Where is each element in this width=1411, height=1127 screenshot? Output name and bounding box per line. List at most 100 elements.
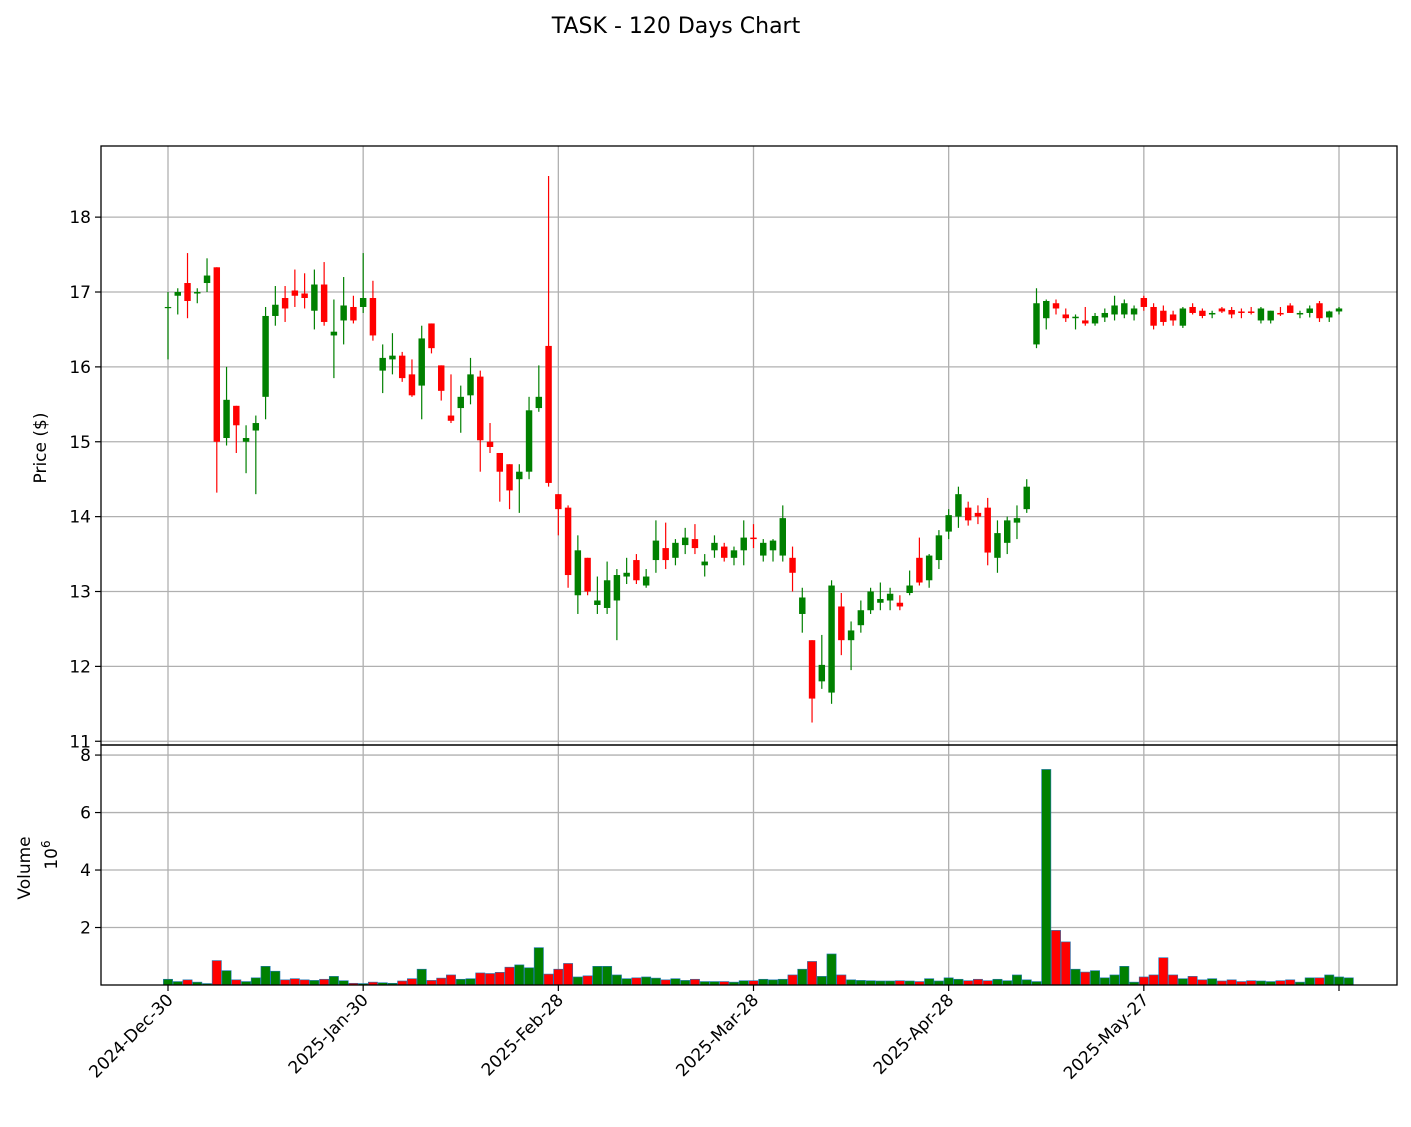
price-ytick-label: 15 [69, 433, 91, 453]
xtick-label: 2025-Jan-30 [285, 990, 373, 1078]
candle-body [896, 602, 904, 607]
volume-bar [1343, 977, 1354, 986]
xtick-label: 2025-Apr-28 [870, 990, 958, 1078]
volume-bar [602, 966, 613, 986]
volume-bar [797, 968, 808, 986]
volume-ytick-label: 2 [80, 919, 91, 939]
volume-bar [563, 963, 574, 986]
candle-body [223, 399, 230, 439]
volume-bar [1334, 976, 1344, 986]
candle-body [1286, 305, 1294, 313]
candle-body [311, 284, 318, 311]
volume-bar [407, 978, 417, 986]
candle-body [867, 591, 874, 611]
volume-bar [631, 977, 642, 986]
volume-bar [621, 978, 632, 986]
volume-bar [660, 979, 671, 986]
candle-body [1003, 520, 1011, 543]
candle-body [594, 600, 601, 605]
candle-body [545, 345, 552, 483]
candle-body [1316, 303, 1323, 319]
candle-body [681, 537, 689, 546]
volume-bar [289, 978, 300, 986]
candle-body [1130, 308, 1138, 315]
candle-body [369, 297, 377, 336]
candle-body [174, 292, 181, 296]
volume-bar [485, 973, 495, 986]
candle-body [262, 315, 269, 397]
candle-body [340, 305, 347, 321]
volume-bar [553, 968, 564, 986]
volume-bar [163, 978, 173, 986]
volume-bars [163, 769, 1354, 986]
candle-body [457, 396, 464, 409]
volume-bar [680, 980, 691, 986]
volume-bar [1314, 977, 1325, 986]
candle-body [711, 542, 718, 551]
candle-body [1208, 312, 1216, 315]
volume-bar [514, 964, 525, 986]
volume-bar [1119, 966, 1130, 986]
candle-body [740, 537, 747, 551]
price-axis-label: Price ($) [31, 413, 51, 484]
volume-bar [1324, 974, 1335, 986]
volume-bar [231, 979, 242, 986]
candle-body [1228, 309, 1235, 315]
candle-body [184, 283, 191, 301]
volume-bar [270, 970, 281, 986]
candle-body [272, 304, 279, 316]
candle-body [203, 275, 211, 284]
volume-bar [787, 974, 798, 986]
candle-body [1179, 308, 1187, 326]
volume-bar [924, 978, 935, 986]
price-panel-frame [100, 145, 1398, 746]
candle-body [350, 306, 357, 321]
candle-body [838, 606, 845, 641]
price-ytick-label: 18 [69, 208, 91, 228]
candle-body [945, 515, 952, 532]
candle-body [662, 548, 669, 561]
candle-body [447, 415, 455, 421]
candle-body [1043, 300, 1050, 319]
volume-bar [690, 978, 700, 986]
candle-body [955, 494, 962, 517]
candle-body [1150, 306, 1157, 326]
volume-bar [1304, 977, 1315, 986]
volume-bar [758, 978, 769, 986]
volume-bar [992, 978, 1003, 986]
candle-body [467, 374, 474, 396]
volume-bar [446, 974, 456, 986]
volume-bar [182, 979, 193, 986]
candle-body [1169, 314, 1177, 321]
candle-body [418, 338, 425, 386]
price-candles [164, 175, 1343, 723]
candle-body [1247, 311, 1255, 313]
volume-bar [973, 978, 983, 986]
candle-body [1062, 314, 1069, 319]
volume-bar [611, 974, 622, 986]
candle-body [194, 292, 201, 294]
volume-bar [1187, 976, 1198, 986]
volume-bar [846, 979, 857, 986]
volume-bar [299, 979, 310, 986]
candle-body [1335, 308, 1343, 312]
candle-body [1013, 518, 1021, 523]
price-ytick-label: 14 [69, 508, 91, 528]
candle-body [984, 507, 991, 553]
candle-body [847, 630, 855, 641]
volume-bar [1012, 974, 1022, 986]
candle-body [379, 357, 386, 371]
candle-body [1257, 308, 1265, 321]
candle-body [916, 557, 923, 583]
candle-body [1072, 316, 1079, 319]
volume-bar [650, 977, 661, 986]
candle-body [574, 550, 582, 596]
candle-body [818, 664, 826, 682]
volume-bar [211, 960, 222, 986]
volume-bar [1109, 974, 1120, 986]
volume-bar [309, 980, 320, 986]
candle-body [994, 533, 1001, 558]
candle-body [1033, 303, 1040, 345]
candle-body [789, 557, 796, 573]
candle-body [1326, 311, 1333, 318]
